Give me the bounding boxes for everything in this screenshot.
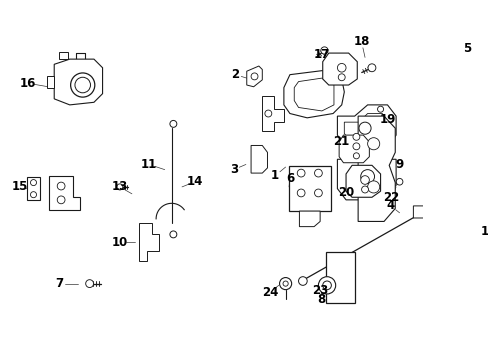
Circle shape [360,170,374,184]
Circle shape [283,281,287,286]
Text: 20: 20 [337,186,353,199]
Circle shape [169,231,177,238]
Polygon shape [325,252,354,303]
Text: 16: 16 [20,77,37,90]
Text: 23: 23 [311,284,327,297]
Bar [26,177,41,200]
Text: 21: 21 [333,135,349,148]
Polygon shape [262,96,284,131]
Text: 19: 19 [379,113,395,126]
Polygon shape [47,76,54,87]
Polygon shape [54,59,102,105]
Circle shape [279,278,291,290]
Text: 18: 18 [353,35,369,48]
Circle shape [352,143,359,150]
Polygon shape [344,113,386,148]
Circle shape [117,184,122,190]
Text: 15: 15 [12,180,28,193]
Polygon shape [337,105,395,157]
Text: 12: 12 [479,225,488,238]
Polygon shape [250,145,267,173]
Circle shape [395,179,402,185]
Text: 11: 11 [141,158,157,171]
Text: 5: 5 [462,42,470,55]
Polygon shape [357,116,394,221]
Circle shape [57,196,65,204]
Text: 14: 14 [186,175,203,188]
Circle shape [314,189,322,197]
Circle shape [361,186,368,193]
Text: 17: 17 [313,48,329,61]
Text: 2: 2 [231,68,239,81]
Polygon shape [59,52,68,59]
Polygon shape [294,78,333,111]
Circle shape [352,133,359,140]
Circle shape [377,106,383,112]
Circle shape [367,64,375,72]
Circle shape [337,63,346,72]
Text: 7: 7 [55,277,63,290]
Polygon shape [322,53,357,85]
Circle shape [30,180,37,186]
Circle shape [360,176,368,184]
Polygon shape [139,223,159,261]
Text: 6: 6 [285,172,293,185]
Circle shape [367,181,379,193]
Polygon shape [412,206,430,218]
Circle shape [353,153,359,159]
Text: 9: 9 [395,158,403,171]
Polygon shape [337,159,395,200]
Circle shape [297,189,305,197]
Polygon shape [49,176,80,210]
Circle shape [320,47,327,54]
Circle shape [367,138,379,150]
Text: 8: 8 [317,293,325,306]
Circle shape [358,122,370,134]
Circle shape [250,73,258,80]
Text: 10: 10 [111,236,128,249]
Circle shape [297,169,305,177]
Circle shape [322,281,331,290]
Circle shape [298,277,306,285]
Text: 13: 13 [111,180,128,193]
Circle shape [318,277,335,294]
Circle shape [75,77,90,93]
Circle shape [264,110,271,117]
Circle shape [338,74,345,81]
Circle shape [57,182,65,190]
Polygon shape [284,70,344,118]
Text: 4: 4 [386,199,394,212]
Bar [288,166,330,211]
Circle shape [30,192,37,198]
Text: 24: 24 [262,286,278,299]
Circle shape [70,73,95,97]
Polygon shape [299,211,320,227]
Polygon shape [339,135,368,163]
Polygon shape [346,165,380,197]
Polygon shape [246,66,262,87]
Circle shape [314,169,322,177]
Text: 22: 22 [382,191,398,204]
Circle shape [169,121,177,127]
Text: 3: 3 [229,163,237,176]
Text: 1: 1 [271,169,279,182]
Circle shape [85,280,93,288]
